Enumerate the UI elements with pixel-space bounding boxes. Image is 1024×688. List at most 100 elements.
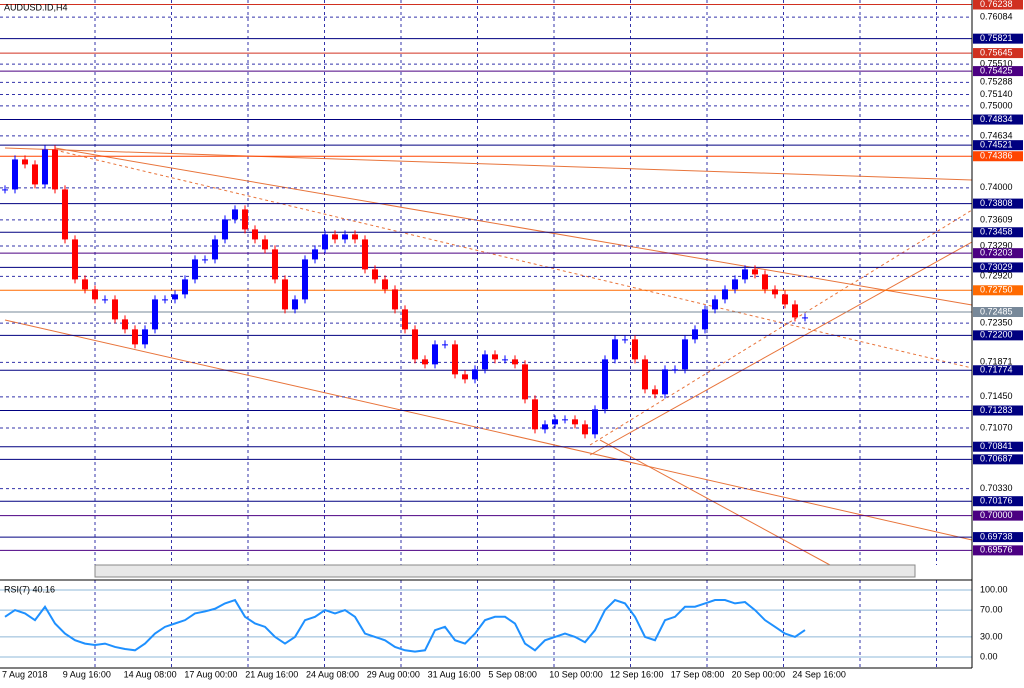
x-tick-label: 12 Sep 16:00	[610, 669, 664, 679]
y-tick-label: 0.70841	[980, 441, 1013, 451]
candle	[752, 269, 758, 275]
y-tick-label: 0.75140	[980, 89, 1013, 99]
candle	[792, 304, 798, 318]
y-tick-label: 0.70176	[980, 496, 1013, 506]
candle	[762, 274, 768, 290]
candle	[642, 359, 648, 390]
y-tick-label: 0.71283	[980, 405, 1013, 415]
y-tick-label: 0.75821	[980, 33, 1013, 43]
y-tick-label: 0.74000	[980, 182, 1013, 192]
y-tick-label: 0.73458	[980, 227, 1013, 237]
candle	[502, 359, 508, 361]
candle	[622, 339, 628, 341]
candle	[722, 289, 728, 300]
price-label-box	[973, 307, 1023, 318]
candle	[332, 234, 338, 240]
trend-line	[54, 147, 973, 306]
time-strip	[94, 564, 916, 578]
chart-title: AUDUSD.ID,H4	[4, 2, 68, 12]
price-label-box	[973, 66, 1023, 77]
x-tick-label: 7 Aug 2018	[2, 669, 48, 679]
y-tick-label: 0.76084	[980, 11, 1013, 21]
price-label-box	[973, 365, 1023, 376]
x-tick-label: 14 Aug 08:00	[124, 669, 177, 679]
candle	[482, 354, 488, 370]
candle	[212, 239, 218, 260]
y-tick-label: 70.00	[980, 604, 1003, 614]
candle	[292, 299, 298, 310]
candle	[472, 369, 478, 380]
y-tick-label: 0.71871	[980, 357, 1013, 367]
price-label-box	[973, 262, 1023, 273]
y-tick-label: 0.70000	[980, 510, 1013, 520]
y-tick-label: 0.75645	[980, 47, 1013, 57]
trend-line	[4, 147, 973, 181]
candle	[462, 374, 468, 380]
candle	[742, 269, 748, 280]
trend-line	[589, 209, 973, 446]
candle	[422, 359, 428, 365]
candle	[512, 359, 518, 365]
y-tick-label: 0.75510	[980, 59, 1013, 69]
price-panel: 0.76238 0.76084 0.75821 0.75645 0.755100.754…	[0, 0, 1023, 556]
y-tick-label: 0.73029	[980, 262, 1013, 272]
price-label-box	[973, 48, 1023, 59]
price-label-box	[973, 330, 1023, 341]
candle	[602, 359, 608, 410]
candle	[42, 149, 48, 185]
candle	[532, 399, 538, 430]
candle	[62, 189, 68, 240]
candle	[12, 159, 18, 190]
candle	[232, 209, 238, 220]
y-tick-label: 0.70687	[980, 454, 1013, 464]
price-label-box	[973, 140, 1023, 151]
candle	[492, 354, 498, 360]
y-tick-label: 0.73808	[980, 198, 1013, 208]
candle	[542, 424, 548, 430]
candle	[112, 299, 118, 320]
candle	[92, 289, 98, 300]
candle	[612, 339, 618, 360]
x-tick-label: 31 Aug 16:00	[428, 669, 481, 679]
y-tick-label: 0.72485	[980, 306, 1013, 316]
candle	[272, 249, 278, 280]
candle	[32, 164, 38, 185]
candle	[72, 239, 78, 280]
candle	[402, 309, 408, 330]
y-tick-label: 0.71070	[980, 422, 1013, 432]
y-tick-label: 30.00	[980, 631, 1003, 641]
price-label-box	[973, 532, 1023, 543]
candle	[132, 329, 138, 345]
candle	[732, 279, 738, 290]
y-tick-label: 0.69738	[980, 531, 1013, 541]
x-tick-label: 9 Aug 16:00	[63, 669, 111, 679]
y-tick-label: 0.75000	[980, 100, 1013, 110]
candle	[582, 424, 588, 435]
x-tick-label: 24 Sep 16:00	[792, 669, 846, 679]
candle	[252, 229, 258, 240]
candle	[702, 309, 708, 330]
y-tick-label: 0.69576	[980, 545, 1013, 555]
candle	[82, 279, 88, 290]
price-label-box	[973, 496, 1023, 507]
candle	[352, 234, 358, 240]
candle	[162, 299, 168, 301]
price-label-box	[973, 441, 1023, 452]
candle	[2, 189, 8, 191]
candle	[632, 339, 638, 360]
y-tick-label: 0.74634	[980, 130, 1013, 140]
candle	[692, 329, 698, 340]
candle	[412, 329, 418, 360]
candle	[592, 409, 598, 435]
candle	[102, 299, 108, 301]
y-tick-label: 100.00	[980, 584, 1008, 594]
candle	[202, 259, 208, 261]
y-tick-label: 0.72200	[980, 330, 1013, 340]
price-label-box	[973, 285, 1023, 296]
candle	[662, 369, 668, 395]
price-label-box	[973, 454, 1023, 465]
y-tick-label: 0.73609	[980, 214, 1013, 224]
trend-line	[4, 319, 973, 541]
candle	[122, 319, 128, 330]
y-tick-label: 0.70330	[980, 483, 1013, 493]
